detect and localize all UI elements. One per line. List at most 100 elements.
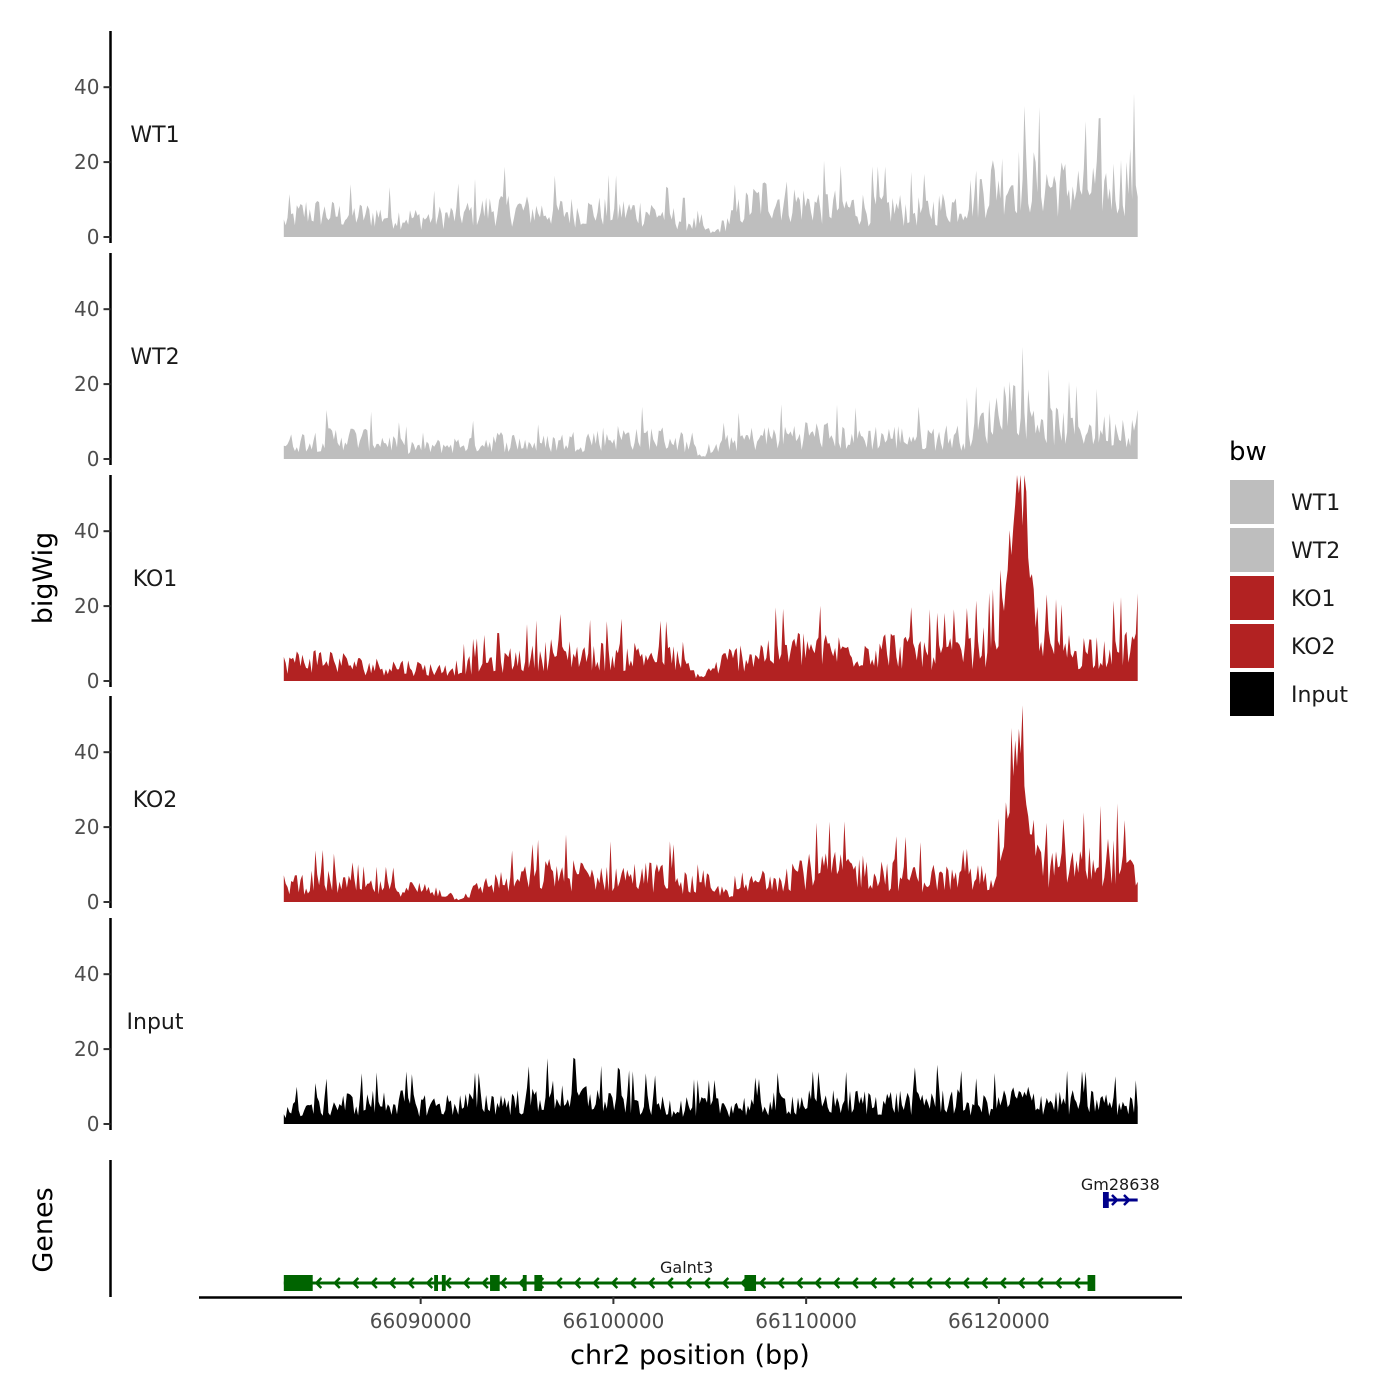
- genes-axis-title: Genes: [28, 1187, 59, 1272]
- strand-arrow: [906, 1277, 915, 1289]
- y-axis-title: bigWig: [28, 532, 59, 625]
- strand-arrow: [555, 1277, 563, 1289]
- strand-arrow: [962, 1277, 970, 1289]
- strand-arrow: [777, 1277, 785, 1289]
- exon: [441, 1275, 446, 1291]
- y-tick-label: 0: [87, 1112, 100, 1136]
- exon: [534, 1275, 543, 1291]
- y-tick-label: 0: [87, 447, 100, 471]
- y-tick-label: 40: [74, 740, 99, 764]
- x-axis-title: chr2 position (bp): [570, 1340, 810, 1371]
- strand-arrow: [388, 1277, 397, 1289]
- panel-input: 0 20 40 Input: [74, 918, 1138, 1136]
- legend-label: Input: [1291, 683, 1348, 708]
- strand-arrow: [425, 1277, 434, 1289]
- exon: [434, 1275, 439, 1291]
- strand-arrow: [980, 1277, 989, 1289]
- signal-area-ko1: [283, 475, 1138, 681]
- gene-models: Galnt3 Gm28638: [283, 1175, 1160, 1291]
- legend-label: WT1: [1291, 491, 1340, 516]
- track-label: WT2: [130, 345, 179, 370]
- strand-arrow: [462, 1277, 471, 1289]
- exon: [1087, 1275, 1096, 1291]
- y-tick-label: 20: [74, 594, 99, 618]
- track-label: Input: [127, 1010, 184, 1035]
- strand-arrow: [925, 1277, 933, 1289]
- panel-ko1: 0 20 40 KO1: [74, 475, 1138, 693]
- strand-arrow: [795, 1277, 804, 1289]
- exon: [283, 1275, 313, 1291]
- strand-arrow: [832, 1277, 841, 1289]
- strand-arrow: [1111, 1194, 1119, 1206]
- strand-arrow: [758, 1277, 767, 1289]
- strand-arrow: [444, 1277, 452, 1289]
- track-label: KO1: [133, 567, 178, 592]
- strand-arrow: [481, 1277, 489, 1289]
- strand-arrow: [943, 1277, 952, 1289]
- gene-label: Gm28638: [1081, 1175, 1160, 1194]
- strand-arrow: [499, 1277, 508, 1289]
- strand-arrow: [999, 1277, 1007, 1289]
- exon: [744, 1275, 757, 1291]
- strand-arrow: [888, 1277, 896, 1289]
- exon: [1102, 1192, 1109, 1208]
- y-tick-label: 40: [74, 519, 99, 543]
- signal-area-ko2: [283, 705, 1138, 902]
- strand-arrow: [573, 1277, 582, 1289]
- track-label: WT1: [130, 123, 179, 148]
- y-tick-label: 40: [74, 75, 99, 99]
- y-tick-label: 20: [74, 1037, 99, 1061]
- legend-label: KO2: [1291, 635, 1336, 660]
- y-tick-label: 0: [87, 225, 100, 249]
- signal-area-input: [283, 1057, 1138, 1124]
- y-tick-label: 20: [74, 150, 99, 174]
- legend-label: WT2: [1291, 539, 1340, 564]
- strand-arrow: [592, 1277, 600, 1289]
- strand-arrow: [314, 1277, 323, 1289]
- x-axis: 66090000 66100000 66110000 66120000: [199, 1296, 1182, 1333]
- y-tick-label: 20: [74, 372, 99, 396]
- strand-arrow: [869, 1277, 878, 1289]
- gene-label: Galnt3: [660, 1258, 713, 1277]
- strand-arrow: [333, 1277, 341, 1289]
- signal-area-wt1: [283, 93, 1138, 237]
- legend-key-ko2: [1230, 624, 1274, 668]
- legend-key-wt2: [1230, 528, 1274, 572]
- strand-arrow: [1017, 1277, 1026, 1289]
- gene-panel: Galnt3 Gm28638: [109, 1160, 1160, 1297]
- legend-label: KO1: [1291, 587, 1336, 612]
- signal-area-wt2: [283, 346, 1138, 459]
- exon: [490, 1275, 500, 1291]
- strand-arrow: [629, 1277, 637, 1289]
- strand-arrow: [610, 1277, 619, 1289]
- strand-arrow: [351, 1277, 360, 1289]
- bigwig-panels: 0 20 40 WT1 0 20 40 WT2 0 20 40 KO1 0 20 40 KO2 0 20 40 Inp…: [74, 31, 1138, 1136]
- y-tick-label: 0: [87, 890, 100, 914]
- strand-arrow: [851, 1277, 859, 1289]
- strand-arrow: [721, 1277, 730, 1289]
- y-tick-label: 0: [87, 669, 100, 693]
- exon: [522, 1275, 527, 1291]
- strand-arrow: [1073, 1277, 1081, 1289]
- legend-key-input: [1230, 672, 1274, 716]
- x-tick-label: 66100000: [563, 1309, 665, 1333]
- gene-galnt3: Galnt3: [283, 1258, 1096, 1291]
- strand-arrow: [1123, 1194, 1131, 1206]
- panel-wt2: 0 20 40 WT2: [74, 253, 1138, 471]
- panel-ko2: 0 20 40 KO2: [74, 696, 1138, 914]
- gene-gm28638: Gm28638: [1081, 1175, 1160, 1208]
- strand-arrow: [684, 1277, 693, 1289]
- y-tick-label: 40: [74, 962, 99, 986]
- x-tick-label: 66090000: [370, 1309, 472, 1333]
- x-tick-label: 66110000: [755, 1309, 857, 1333]
- strand-arrow: [666, 1277, 674, 1289]
- strand-arrow: [370, 1277, 378, 1289]
- legend-key-ko1: [1230, 576, 1274, 620]
- strand-arrow: [1054, 1277, 1063, 1289]
- strand-arrow: [1036, 1277, 1044, 1289]
- strand-arrow: [703, 1277, 711, 1289]
- strand-arrow: [814, 1277, 822, 1289]
- y-tick-label: 40: [74, 297, 99, 321]
- track-label: KO2: [133, 788, 178, 813]
